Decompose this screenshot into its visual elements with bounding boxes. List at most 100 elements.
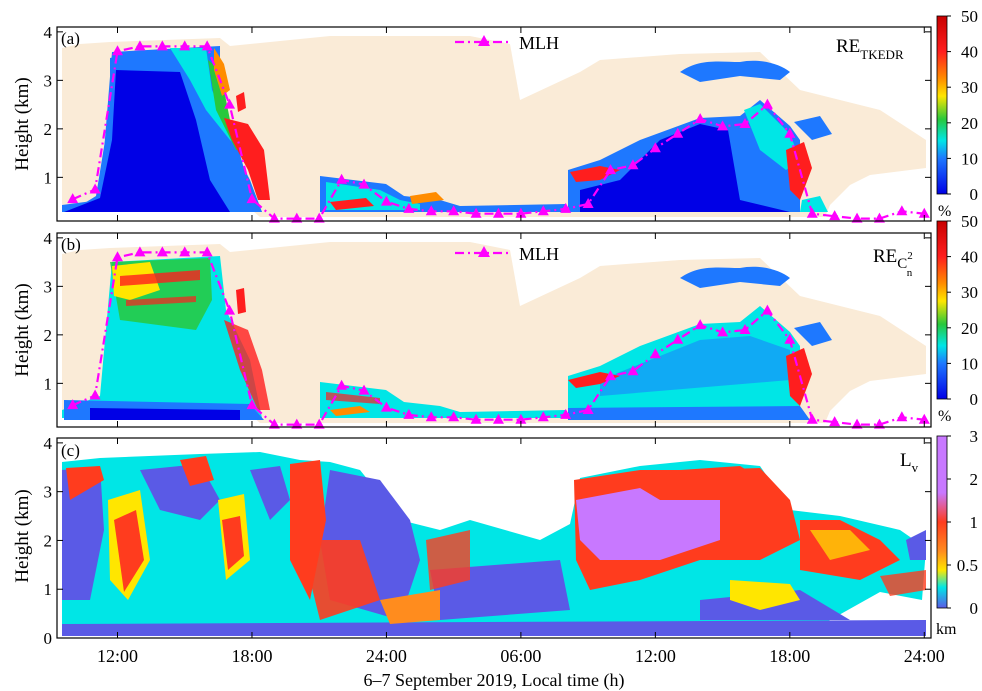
x-tick-label: 24:00	[904, 646, 945, 666]
legend-marker	[478, 246, 490, 257]
quantity-label: Lv	[900, 450, 919, 475]
colorbar-tick-label: 0.5	[957, 556, 978, 575]
mlh-point	[560, 202, 572, 213]
colorbar-tick-label: 0	[970, 599, 979, 618]
colorbar-ticks: 0 10 20 30 40 50	[947, 212, 978, 409]
colorbar-tick-label: 3	[970, 427, 979, 446]
y-ticks: 1 2 3 4	[44, 229, 931, 393]
x-tick-label: 06:00	[500, 646, 541, 666]
mlh-point	[649, 348, 661, 359]
panel-label: (c)	[61, 441, 80, 460]
y-tick-label: 1	[44, 374, 53, 393]
mlh-point	[448, 411, 460, 422]
mlh-point	[89, 389, 101, 400]
x-tick-label: 12:00	[635, 646, 676, 666]
y-ticks: 1 2 3 4	[44, 23, 931, 187]
mlh-point	[112, 45, 124, 56]
mlh-point	[649, 142, 661, 153]
colorbar-gradient	[936, 435, 948, 609]
mlh-point	[605, 370, 617, 381]
mlh-point	[829, 416, 841, 427]
mlh-point	[313, 418, 325, 429]
mlh-point	[291, 418, 303, 429]
mlh-point	[627, 159, 639, 170]
quantity-label: REC2 n	[873, 246, 913, 279]
heatmap-field	[62, 452, 926, 636]
mlh-point	[694, 319, 706, 330]
panel-c: (c) Lv Height (km) 0 1 2 3 4 12:00 18:00 24:00…	[12, 427, 978, 691]
mlh-point	[515, 413, 527, 424]
mlh-point	[694, 113, 706, 124]
y-tick-label: 4	[44, 229, 53, 248]
colorbar-gradient	[936, 220, 948, 400]
mlh-point	[380, 195, 392, 206]
mlh-point	[156, 246, 168, 257]
y-tick-label: 2	[44, 531, 53, 550]
mlh-point	[806, 413, 818, 424]
mlh-point	[851, 212, 863, 223]
x-tick-label: 18:00	[231, 646, 272, 666]
legend: MLH	[455, 33, 559, 53]
y-tick-label: 1	[44, 168, 53, 187]
mlh-point	[873, 418, 885, 429]
colorbar-tick-label: 10	[961, 354, 978, 373]
x-axis-label: 6–7 September 2019, Local time (h)	[364, 670, 625, 691]
mlh-point	[739, 118, 751, 128]
legend-label: MLH	[519, 33, 559, 53]
mlh-point	[806, 207, 818, 218]
mlh-point	[851, 418, 863, 429]
colorbar-gradient	[936, 15, 948, 195]
legend-label: MLH	[519, 244, 559, 264]
colorbar: 0 10 20 30 40 50 %	[936, 7, 978, 220]
mlh-point	[739, 324, 751, 334]
y-ticks: 0 1 2 3 4	[44, 434, 931, 648]
mlh-point	[313, 212, 325, 223]
mlh-point	[179, 246, 191, 257]
y-tick-label: 0	[44, 629, 53, 648]
y-tick-label: 2	[44, 326, 53, 345]
legend-marker	[478, 35, 490, 46]
colorbar-ticks: 0 0.5 1 2 3	[947, 427, 978, 618]
y-axis-label: Height (km)	[12, 283, 33, 376]
mlh-point	[134, 40, 146, 51]
mlh-point	[784, 333, 796, 344]
mlh-point	[829, 210, 841, 221]
y-tick-label: 3	[44, 277, 53, 296]
colorbar-tick-label: 40	[961, 43, 978, 62]
mlh-point	[201, 40, 213, 51]
mlh-markers	[67, 246, 930, 429]
panel-b: MLH (b) REC2 n Height (km) 1 2 3 4 0 10 20 30 40…	[12, 212, 978, 429]
colorbar-tick-label: 50	[961, 212, 978, 231]
mlh-point	[179, 40, 191, 51]
colorbar-unit: %	[938, 408, 951, 425]
mlh-point	[515, 207, 527, 218]
mlh-point	[403, 408, 415, 419]
mlh-point	[224, 98, 236, 109]
mlh-point	[492, 207, 504, 218]
y-tick-label: 2	[44, 120, 53, 139]
mlh-point	[492, 413, 504, 424]
mlh-point	[268, 418, 280, 429]
colorbar-tick-label: 20	[961, 319, 978, 338]
y-tick-label: 4	[44, 23, 53, 42]
mlh-point	[537, 411, 549, 422]
mlh-point	[112, 251, 124, 262]
y-axis-label: Height (km)	[12, 489, 33, 582]
y-axis-label: Height (km)	[12, 77, 33, 170]
mlh-point	[67, 193, 79, 204]
colorbar-ticks: 0 10 20 30 40 50	[947, 7, 978, 204]
colorbar-unit: km	[936, 621, 957, 638]
mlh-point	[537, 205, 549, 216]
mlh-point	[582, 404, 594, 415]
heatmap-field	[62, 242, 926, 423]
mlh-point	[358, 384, 370, 395]
mlh-point	[672, 333, 684, 344]
colorbar-tick-label: 0	[970, 390, 979, 409]
colorbar-tick-label: 10	[961, 149, 978, 168]
x-tick-label: 18:00	[769, 646, 810, 666]
colorbar-tick-label: 2	[970, 470, 979, 489]
mlh-point	[761, 304, 773, 315]
mlh-point	[627, 365, 639, 376]
x-tick-label: 24:00	[366, 646, 407, 666]
